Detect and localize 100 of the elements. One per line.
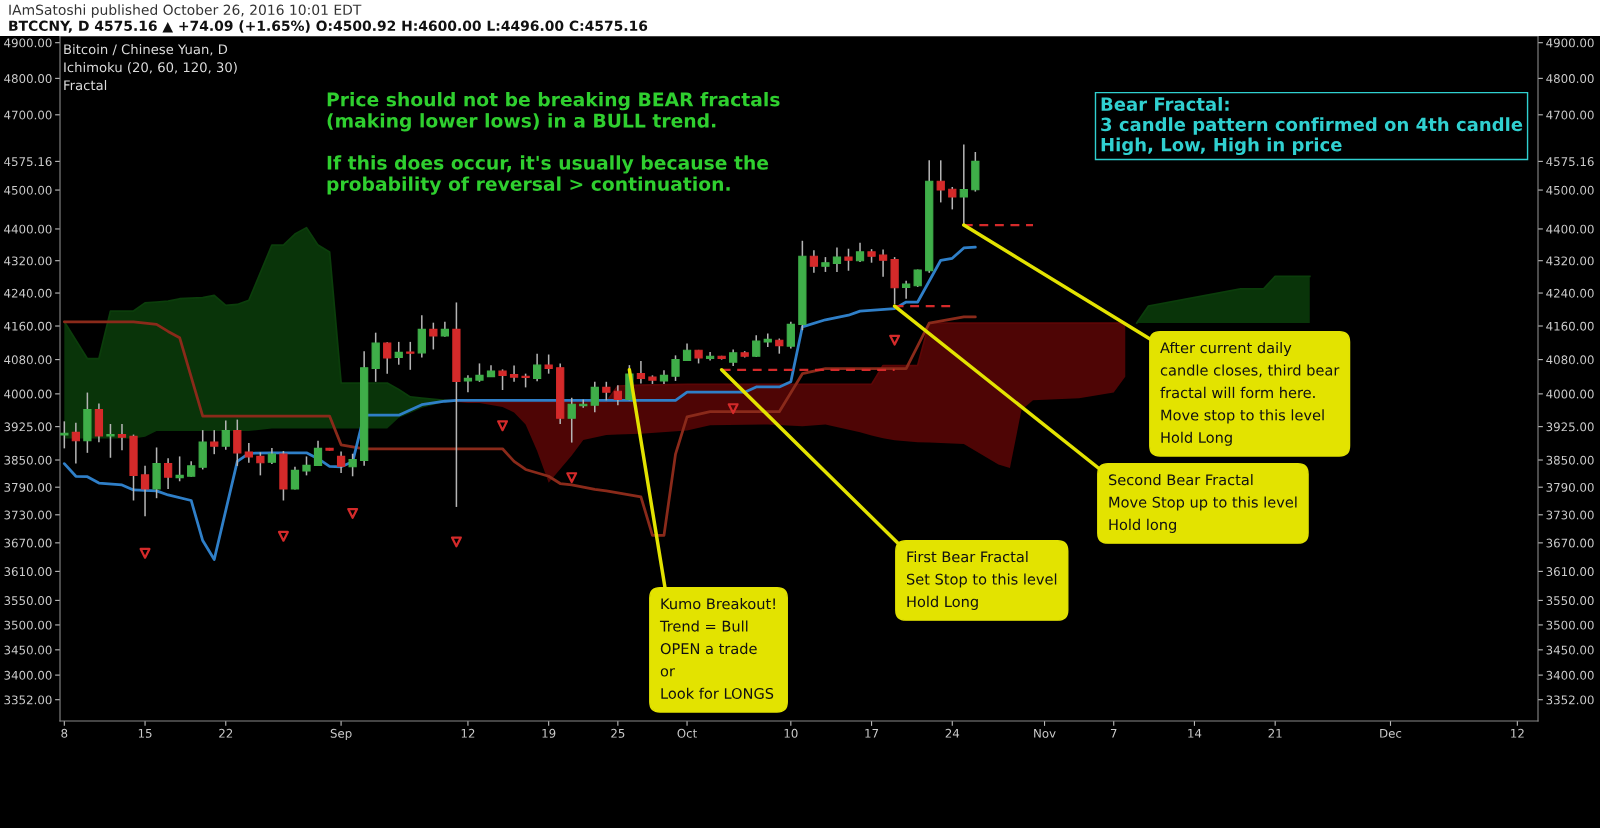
y-tick-label: 4320.00 (1546, 256, 1594, 266)
text: 3450.00 (4, 645, 52, 655)
candlestick (902, 280, 911, 300)
candlestick (348, 452, 357, 478)
candlestick (290, 466, 300, 491)
y-tick-label: 3790.00 (1546, 482, 1594, 492)
candlestick (959, 143, 968, 226)
point (889, 334, 901, 346)
y-tick-label: 3925.00 (1546, 422, 1594, 432)
candlestick (313, 440, 323, 467)
x-tick-label: 10 (784, 728, 798, 738)
text: 3790.00 (4, 482, 52, 492)
y-tick-label: 4160.00 (1546, 321, 1594, 331)
x-tick-label: 24 (945, 728, 960, 738)
candlestick (509, 364, 519, 383)
x-tick-label: 19 (542, 728, 556, 738)
y-tick-label: 3610.00 (1546, 567, 1594, 577)
text: 3500.00 (4, 620, 52, 630)
y-tick-label: 4240.00 (1546, 288, 1594, 298)
y-tick-label: 3400.00 (1546, 670, 1594, 680)
candlestick (106, 423, 115, 459)
candlestick (832, 246, 842, 273)
x-tick-label: 14 (1188, 729, 1202, 738)
x-tick-label: 7 (1110, 729, 1117, 738)
annotation: Bear Fractal: 3 candle pattern confirmed on 4th candle High, Low, High in price (1101, 97, 1523, 156)
annotation: Second Bear Fractal Move Stop up to this level Hold long (1108, 474, 1297, 533)
annotation: Bitcoin / Chinese Yuan, D (64, 44, 228, 56)
line-series (62, 245, 977, 561)
y-tick-label: 3500.00 (1546, 620, 1594, 630)
candlestick (636, 360, 646, 385)
candlestick (336, 450, 346, 474)
text: 4080.00 (4, 355, 52, 365)
x-tick-label: 12 (1511, 728, 1524, 738)
text: 3670.00 (4, 538, 52, 548)
candlestick (163, 457, 173, 490)
candlestick (475, 362, 484, 383)
x-tick-label: 21 (1268, 728, 1282, 738)
chart-subtitle: BTCCNY, D 4575.16 ▲ +74.09 (+1.65%) O:4500.92 H:4600.00 L:4496.00 C:4575.16 (9, 20, 648, 33)
candlestick (948, 186, 957, 211)
candlestick (567, 397, 576, 444)
y-tick-label: 3730.00 (1546, 510, 1594, 520)
y-tick-label: 4000.00 (1546, 389, 1594, 399)
candlestick (383, 341, 392, 375)
chart-title: IAmSatoshi published October 26, 2016 10:01 EDT (9, 4, 362, 18)
candlestick (175, 455, 184, 483)
text: 3400.00 (4, 670, 52, 680)
y-tick-label: 3670.00 (1546, 538, 1594, 548)
candlestick (244, 442, 253, 464)
candlestick (533, 352, 542, 383)
point (497, 420, 509, 432)
y-tick-label: 3550.00 (1546, 596, 1594, 606)
text: 4160.00 (4, 321, 52, 331)
text: 3850.00 (4, 455, 52, 465)
x-tick-label: Oct (677, 728, 697, 738)
point (347, 507, 359, 519)
candlestick (256, 451, 265, 477)
candlestick (117, 423, 127, 451)
candlestick (463, 374, 473, 393)
annotation: Kumo Breakout! Trend = Bull OPEN a trade or Look for LONGS (659, 598, 775, 699)
text: 4400.00 (4, 224, 52, 234)
point (566, 472, 578, 484)
annotation: First Bear Fractal Set Stop to this level Hold Long (906, 551, 1057, 610)
candlestick (613, 384, 622, 406)
candlestick (394, 341, 403, 366)
candlestick (71, 421, 80, 465)
candlestick (786, 321, 795, 350)
y-tick-label: 4800.00 (1546, 74, 1594, 84)
text: 4500.00 (4, 185, 52, 195)
point (277, 530, 289, 542)
text: 3550.00 (4, 596, 52, 606)
x-tick-label: Sep (330, 728, 352, 741)
x-tick-label: Nov (1034, 729, 1056, 738)
candlestick (671, 354, 680, 382)
candlestick (221, 419, 230, 451)
annotation: Fractal (64, 80, 107, 91)
y-tick-label: 4900.00 (1546, 38, 1594, 48)
y-tick-label: 4575.16 (1546, 157, 1594, 167)
candlestick (936, 159, 945, 204)
text: 3352.00 (4, 695, 52, 705)
candlestick (406, 341, 415, 371)
candlestick (233, 418, 242, 467)
text: 3730.00 (4, 510, 52, 520)
candlestick (602, 381, 611, 402)
line-series (62, 315, 977, 537)
y-tick-label: 4400.00 (1546, 224, 1594, 234)
candlestick (544, 353, 553, 375)
candlestick (590, 381, 599, 413)
y-tick-label: 4080.00 (1546, 355, 1594, 365)
x-tick-label: 22 (219, 728, 233, 738)
candlestick (498, 368, 507, 391)
candlestick (844, 247, 853, 272)
text: 4000.00 (4, 389, 52, 399)
candlestick (140, 465, 150, 517)
y-tick-label: 3352.00 (1546, 695, 1594, 705)
candlestick (417, 314, 426, 359)
point (450, 536, 462, 548)
y-tick-label: 4700.00 (1546, 110, 1594, 120)
candlestick (210, 429, 219, 455)
candlestick (878, 248, 888, 278)
x-tick-label: 17 (865, 729, 879, 738)
